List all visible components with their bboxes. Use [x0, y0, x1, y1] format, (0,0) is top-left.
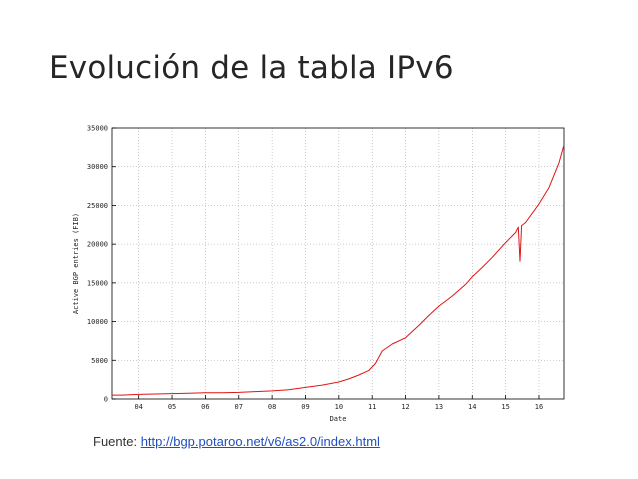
x-tick-label: 11: [368, 403, 376, 411]
x-tick-label: 06: [201, 403, 209, 411]
axis-ticks: 0 5000 10000 15000 20000 25000 30000 35000 04 05 0…: [87, 125, 543, 412]
x-tick-label: 10: [335, 403, 343, 411]
y-tick-label: 20000: [87, 241, 108, 249]
x-tick-label: 12: [401, 403, 409, 411]
grid-lines: [112, 128, 564, 399]
plot-frame: [111, 127, 565, 400]
y-tick-label: 15000: [87, 279, 108, 287]
x-tick-label: 04: [134, 403, 142, 411]
series-line: [112, 144, 565, 396]
x-axis-label: Date: [330, 415, 347, 423]
x-tick-label: 08: [268, 403, 276, 411]
y-tick-label: 25000: [87, 202, 108, 210]
x-tick-label: 14: [468, 403, 476, 411]
y-tick-label: 35000: [87, 125, 108, 133]
y-tick-label: 0: [104, 396, 108, 404]
source-line: Fuente: http://bgp.potaroo.net/v6/as2.0/…: [93, 434, 380, 449]
x-tick-label: 07: [235, 403, 243, 411]
y-tick-label: 5000: [91, 357, 108, 365]
y-axis-label: Active BGP entries (FIB): [72, 213, 80, 314]
x-tick-label: 15: [501, 403, 509, 411]
x-tick-label: 13: [435, 403, 443, 411]
y-tick-label: 30000: [87, 163, 108, 171]
y-tick-label: 10000: [87, 318, 108, 326]
slide-title: Evolución de la tabla IPv6: [49, 50, 454, 86]
x-tick-label: 09: [301, 403, 309, 411]
series-layer: [112, 144, 565, 396]
x-tick-label: 16: [535, 403, 543, 411]
line-chart: 0 5000 10000 15000 20000 25000 30000 35000 04 05 0…: [72, 125, 565, 423]
chart-container: 0 5000 10000 15000 20000 25000 30000 35000 04 05 0…: [66, 116, 576, 432]
source-link[interactable]: http://bgp.potaroo.net/v6/as2.0/index.ht…: [140, 434, 380, 449]
source-prefix: Fuente:: [93, 434, 141, 449]
x-tick-label: 05: [168, 403, 176, 411]
